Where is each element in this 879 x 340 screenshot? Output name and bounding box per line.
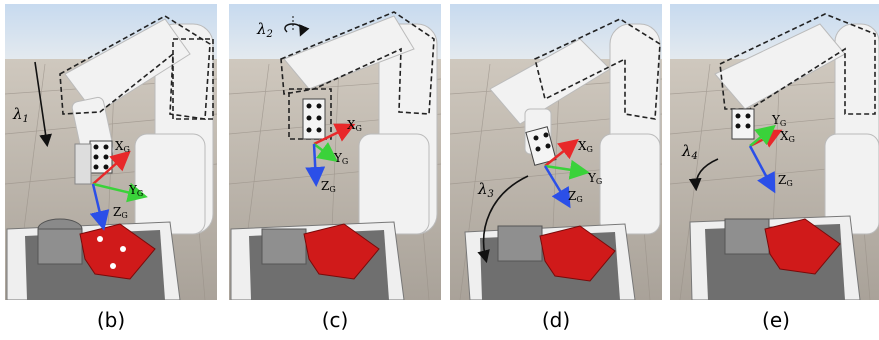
caption-b: (b) xyxy=(96,308,126,332)
dashed-links xyxy=(534,18,661,120)
lambda-arrow xyxy=(688,158,719,192)
z-axis-arrow xyxy=(89,183,110,231)
fiducial-marker xyxy=(525,126,557,166)
z-axis-label: ZG xyxy=(113,205,128,220)
lambda-label: λ4 xyxy=(681,142,698,162)
y-axis-label: YG xyxy=(771,113,786,128)
red-object xyxy=(303,223,380,280)
caption-c: (c) xyxy=(321,308,349,332)
z-axis-label: ZG xyxy=(321,179,336,194)
z-axis-arrow xyxy=(748,145,776,194)
z-axis-label: ZG xyxy=(568,189,583,204)
z-axis-arrow xyxy=(305,143,326,187)
panel-b: XG YG ZG λ1 xyxy=(5,4,217,300)
panel-e: XG YG ZG λ4 xyxy=(670,4,879,300)
y-axis-label: YG xyxy=(333,151,348,166)
y-axis-arrow xyxy=(544,159,590,180)
x-axis-label: XG xyxy=(780,129,795,144)
fiducial-marker xyxy=(89,140,113,174)
y-axis-arrow xyxy=(92,182,148,203)
dashed-links xyxy=(59,15,214,120)
lambda-label: λ1 xyxy=(12,105,29,125)
x-axis-label: XG xyxy=(115,139,130,154)
lambda-arrow xyxy=(477,175,529,264)
y-axis-arrow xyxy=(749,124,776,147)
y-axis-label: YG xyxy=(128,183,143,198)
red-object xyxy=(539,225,616,282)
red-object xyxy=(764,218,841,275)
x-axis-arrow xyxy=(313,123,356,146)
z-axis-label: ZG xyxy=(778,173,793,188)
robot-arm xyxy=(489,23,661,235)
lambda-label: λ2 xyxy=(256,20,273,40)
lambda-label: λ3 xyxy=(477,180,494,200)
y-axis-arrow xyxy=(313,142,338,162)
x-axis-label: XG xyxy=(347,118,362,133)
robot-arm xyxy=(714,23,879,235)
z-axis-arrow xyxy=(543,165,571,209)
x-axis-arrow xyxy=(544,138,579,167)
lambda-arrow xyxy=(34,61,52,148)
robot-arm xyxy=(283,15,438,235)
caption-d: (d) xyxy=(541,308,571,332)
x-axis-label: XG xyxy=(578,139,593,154)
scene-e: XG YG ZG λ4 xyxy=(670,4,879,300)
x-axis-arrow xyxy=(92,150,131,185)
panel-d: XG YG ZG λ3 xyxy=(450,4,662,300)
panel-c: XG YG ZG λ2 xyxy=(229,4,441,300)
fiducial-marker xyxy=(302,98,326,140)
caption-e: (e) xyxy=(762,308,790,332)
y-axis-label: YG xyxy=(587,171,602,186)
scene-b: XG YG ZG λ1 xyxy=(5,4,217,300)
fiducial-marker xyxy=(731,108,755,140)
scene-d: XG YG ZG λ3 xyxy=(450,4,662,300)
scene-c: XG YG ZG λ2 xyxy=(229,4,441,300)
